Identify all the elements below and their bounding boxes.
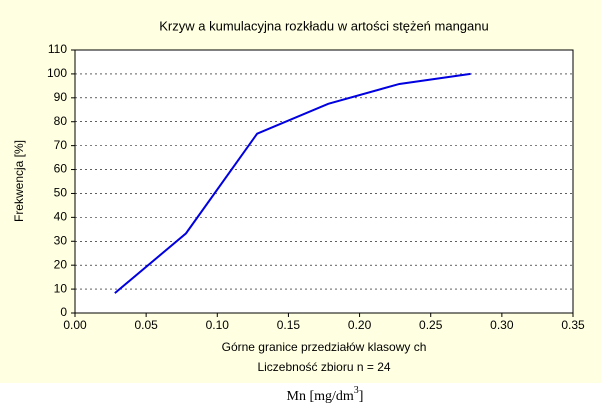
x-tick-label: 0.10 <box>206 318 230 332</box>
plot-area <box>75 50 573 313</box>
subtitle: Liczebność zbioru n = 24 <box>257 360 390 374</box>
y-tick-label: 110 <box>48 42 67 56</box>
x-axis-label: Górne granice przedziałów klasowy ch <box>222 340 427 354</box>
x-tick-label: 0.00 <box>63 318 87 332</box>
y-tick-label: 30 <box>54 233 68 247</box>
y-tick-label: 40 <box>54 210 68 224</box>
y-tick-label: 20 <box>54 257 68 271</box>
data-line <box>114 72 471 294</box>
y-tick-label: 80 <box>54 114 68 128</box>
y-axis-label: Frekwencja [%] <box>12 140 26 222</box>
x-tick-label: 0.25 <box>419 318 443 332</box>
y-tick-label: 100 <box>47 66 67 80</box>
unit-superscript: 3 <box>354 385 359 396</box>
plot-frame <box>74 49 574 314</box>
chart-title: Krzyw a kumulacyjna rozkładu w artości s… <box>159 18 488 33</box>
y-tick-label: 60 <box>54 162 68 176</box>
unit-end: ] <box>359 389 364 404</box>
y-tick-label: 50 <box>54 186 68 200</box>
y-tick-label: 10 <box>54 281 68 295</box>
x-tick-label: 0.15 <box>277 318 301 332</box>
y-tick-label: 90 <box>54 90 68 104</box>
y-tick-label: 70 <box>54 138 68 152</box>
x-tick-label: 0.20 <box>348 318 372 332</box>
y-tick-label: 0 <box>60 305 67 319</box>
x-tick-label: 0.35 <box>561 318 585 332</box>
unit-text: Mn [mg/dm <box>287 389 354 404</box>
x-tick-label: 0.30 <box>490 318 514 332</box>
x-tick-label: 0.05 <box>134 318 158 332</box>
unit-annotation: Mn [mg/dm3] <box>287 385 364 404</box>
